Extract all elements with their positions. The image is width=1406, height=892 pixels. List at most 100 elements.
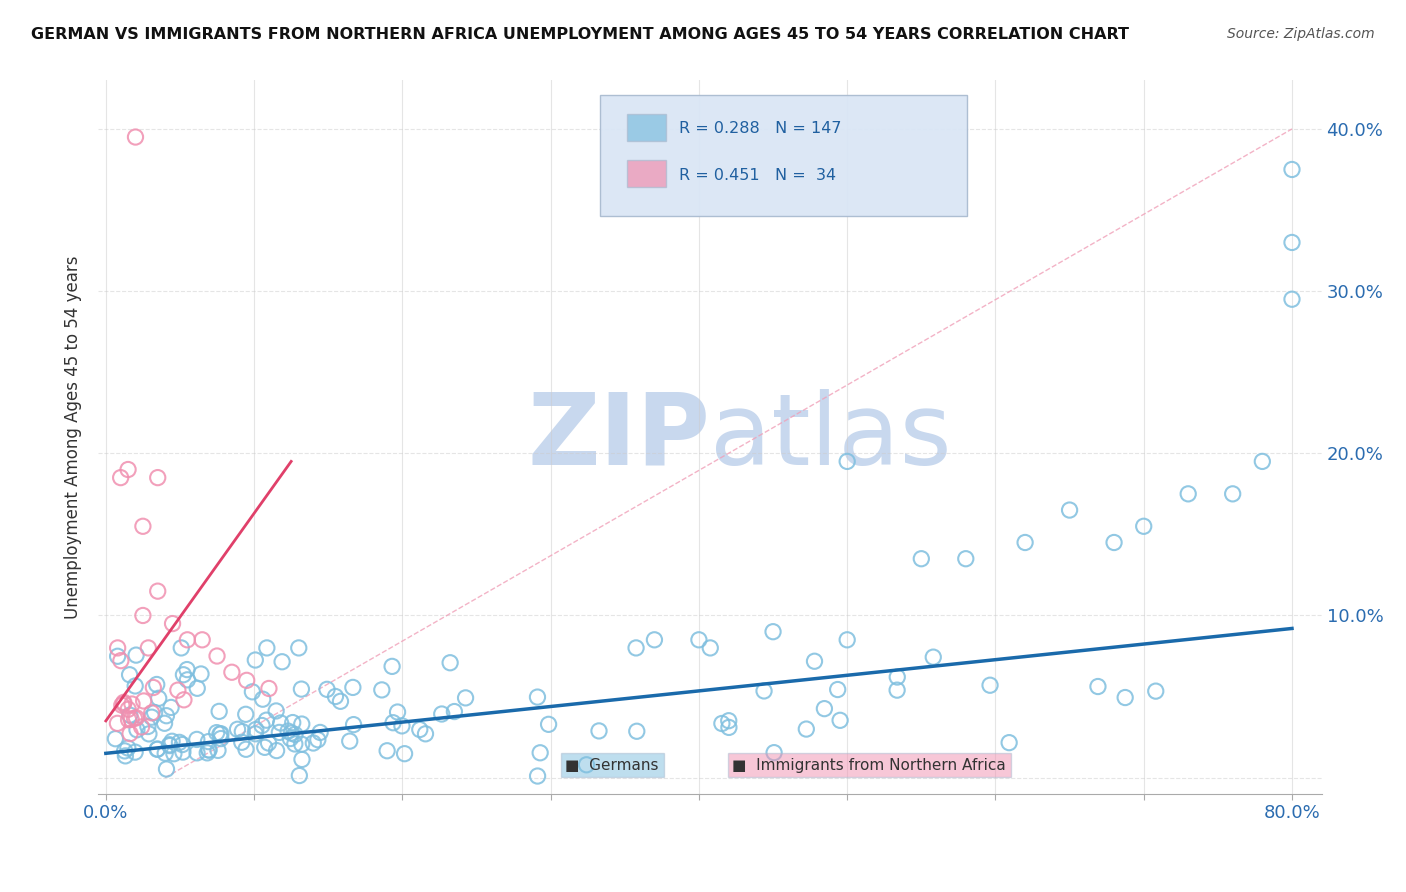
Point [245,653,267,667]
Point [588,723,610,738]
Point [148,691,170,706]
Point [159,739,181,753]
Point [170,640,193,655]
Point [717,720,740,734]
Point [270,715,292,730]
Point [107,640,129,655]
Point [163,747,186,761]
Point [253,740,276,755]
Point [124,745,146,759]
Point [146,470,169,484]
Point [112,695,135,709]
Point [145,677,167,691]
Point [124,130,146,145]
Text: R = 0.451   N =  34: R = 0.451 N = 34 [679,168,837,183]
Point [794,722,817,736]
Point [146,742,169,756]
Point [190,667,212,681]
Point [415,727,437,741]
Point [342,681,364,695]
Point [264,704,287,718]
Point [138,727,160,741]
Point [280,726,302,740]
Y-axis label: Unemployment Among Ages 45 to 54 years: Unemployment Among Ages 45 to 54 years [65,255,83,619]
Point [169,735,191,749]
Point [277,724,299,739]
Point [1014,535,1036,549]
Point [1281,292,1303,306]
Point [291,752,314,766]
Point [288,640,311,655]
Point [280,731,302,746]
Point [998,736,1021,750]
Point [266,743,288,757]
Point [125,648,148,662]
Point [118,667,141,681]
Point [302,736,325,750]
Point [153,746,176,760]
Point [316,682,339,697]
Point [813,701,835,715]
Point [114,748,136,763]
Point [1177,487,1199,501]
Point [167,683,190,698]
Point [117,462,139,476]
Point [430,706,453,721]
Point [186,732,208,747]
Point [120,713,142,727]
Point [284,737,307,751]
Point [803,654,825,668]
Point [176,673,198,687]
Point [245,727,267,741]
Point [257,736,280,750]
Point [176,632,198,647]
Point [717,714,740,728]
Point [526,690,548,704]
Point [136,719,159,733]
Point [291,717,314,731]
Point [195,746,218,760]
Point [141,710,163,724]
Point [132,519,155,533]
Point [143,706,166,720]
Point [160,734,183,748]
Point [329,694,352,708]
Point [121,697,143,711]
Point [235,707,257,722]
Point [1087,680,1109,694]
Point [1281,235,1303,250]
Point [1144,684,1167,698]
Point [288,768,311,782]
Point [231,724,253,739]
Point [104,731,127,746]
Point [624,640,647,655]
Point [242,685,264,699]
Text: GERMAN VS IMMIGRANTS FROM NORTHERN AFRICA UNEMPLOYMENT AMONG AGES 45 TO 54 YEARS: GERMAN VS IMMIGRANTS FROM NORTHERN AFRIC… [31,27,1129,42]
Point [454,690,477,705]
Point [155,708,177,723]
Point [922,650,945,665]
Point [207,743,229,757]
Point [762,624,785,639]
Point [205,725,228,739]
Point [118,708,141,723]
Point [197,734,219,748]
Point [112,697,135,711]
Point [256,713,278,727]
Point [830,714,852,728]
Point [208,727,231,741]
Point [146,584,169,599]
Point [136,640,159,655]
Point [371,682,394,697]
Point [309,725,332,739]
Text: Source: ZipAtlas.com: Source: ZipAtlas.com [1227,27,1375,41]
Point [827,682,849,697]
Point [394,747,416,761]
Point [197,743,219,757]
Point [955,551,977,566]
Point [284,727,307,741]
Point [290,682,312,697]
Point [382,715,405,730]
Point [307,732,329,747]
Point [339,734,361,748]
